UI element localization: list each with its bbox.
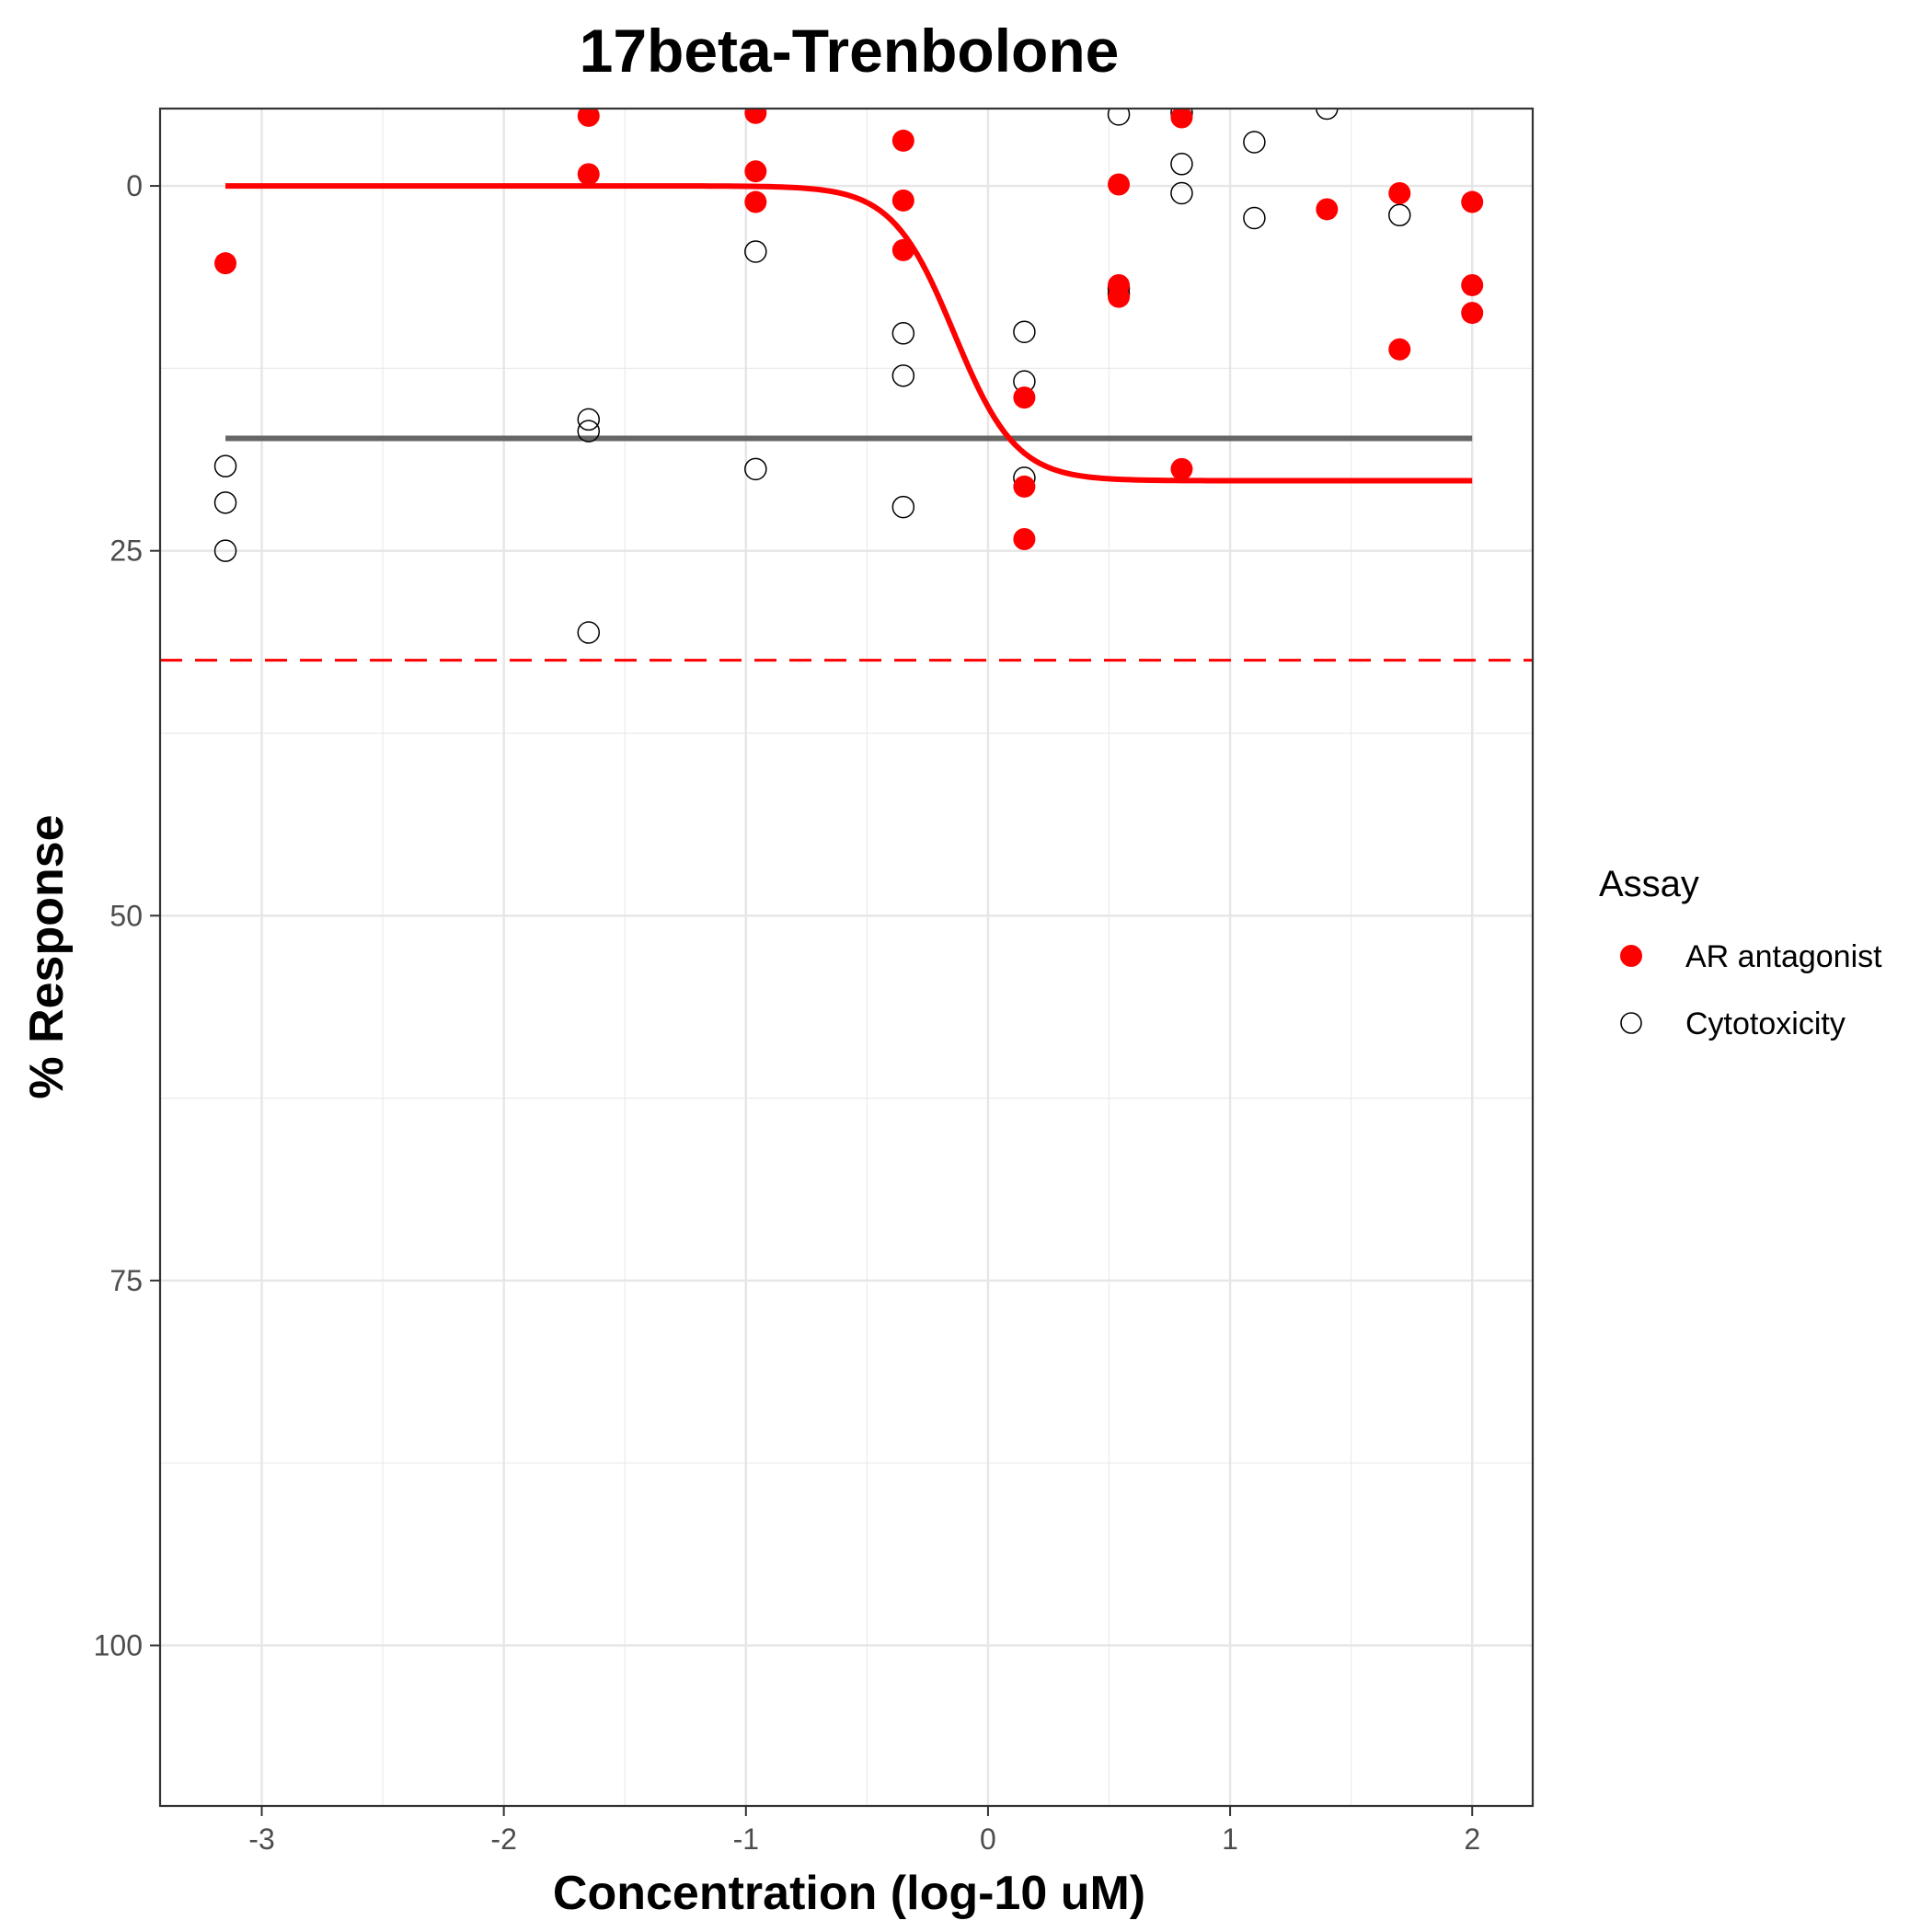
ar-antagonist-point <box>891 238 914 261</box>
ar-antagonist-point <box>744 160 767 183</box>
ar-antagonist-points <box>214 109 1484 550</box>
ar-antagonist-point <box>1108 285 1131 308</box>
cytotoxicity-point <box>744 457 767 481</box>
x-tick-label: 1 <box>1222 1823 1238 1856</box>
ar-antagonist-point <box>891 129 914 152</box>
ar-antagonist-point <box>1013 386 1036 409</box>
cytotoxicity-point <box>213 454 237 477</box>
ar-antagonist-point <box>1461 273 1484 296</box>
legend-label-ar-antagonist: AR antagonist <box>1685 939 1882 974</box>
legend: Assay AR antagonist Cytotoxicity <box>1599 864 1882 1041</box>
cytotoxicity-point <box>1170 181 1193 205</box>
ar-antagonist-point <box>1388 182 1411 205</box>
x-axis-title: Concentration (log-10 uM) <box>553 1867 1145 1920</box>
ar-antagonist-point <box>577 109 600 127</box>
ar-antagonist-point <box>1170 457 1193 480</box>
ar-antagonist-point <box>1170 109 1193 129</box>
x-axis-ticks: -3 -2 -1 0 1 2 <box>248 1806 1480 1856</box>
y-tick-label: 25 <box>109 535 143 568</box>
y-tick-label: 0 <box>126 169 143 202</box>
ar-antagonist-point <box>891 189 914 212</box>
cytotoxicity-point <box>1388 203 1411 227</box>
x-tick-label: 0 <box>980 1823 996 1856</box>
ar-antagonist-point <box>1108 173 1131 196</box>
ar-antagonist-point <box>1013 475 1036 498</box>
ar-antagonist-point <box>214 252 237 275</box>
grid-minor <box>160 109 1533 1806</box>
ar-antagonist-point <box>1388 338 1411 361</box>
plot-panel-border <box>158 107 1535 1808</box>
legend-key-cytotoxicity <box>1620 1012 1642 1034</box>
cytotoxicity-point <box>577 621 601 644</box>
ar-antagonist-point <box>744 190 767 213</box>
x-tick-label: 2 <box>1464 1823 1480 1856</box>
cytotoxicity-point <box>891 322 915 345</box>
cytotoxicity-point <box>1243 206 1266 230</box>
y-axis-ticks: 0 25 50 75 100 <box>94 169 160 1662</box>
ar-antagonist-point <box>1013 527 1036 550</box>
grid-major <box>160 109 1533 1806</box>
cytotoxicity-point <box>1316 109 1339 121</box>
hill-fit-curve <box>225 183 1473 484</box>
cytotoxicity-point <box>1243 131 1266 154</box>
cytotoxicity-point <box>1170 153 1193 176</box>
cytotoxicity-point <box>1013 320 1036 343</box>
ar-antagonist-point <box>577 163 600 186</box>
cytotoxicity-point <box>1107 109 1131 126</box>
cytotoxicity-point <box>213 491 237 514</box>
cytotoxicity-point <box>577 408 601 431</box>
y-tick-label: 75 <box>109 1264 143 1297</box>
chart-title: 17beta-Trenbolone <box>580 17 1120 85</box>
legend-label-cytotoxicity: Cytotoxicity <box>1685 1006 1846 1041</box>
fit-curve-group <box>225 183 1473 484</box>
ar-antagonist-point <box>1461 190 1484 213</box>
cytotoxicity-point <box>213 539 237 562</box>
cytotoxicity-point <box>891 495 915 519</box>
ar-antagonist-point <box>744 109 767 124</box>
cytotoxicity-point <box>891 364 915 387</box>
y-tick-label: 50 <box>109 899 143 932</box>
cytotoxicity-point <box>744 240 767 263</box>
ar-antagonist-point <box>1316 198 1339 221</box>
legend-key-ar-antagonist <box>1620 945 1642 967</box>
cytotoxicity-point <box>577 420 601 443</box>
reference-lines <box>160 435 1533 662</box>
x-tick-label: -2 <box>490 1823 516 1856</box>
x-tick-label: -3 <box>248 1823 274 1856</box>
y-axis-title: % Response <box>20 814 74 1098</box>
legend-title: Assay <box>1599 864 1699 904</box>
ar-antagonist-point <box>1461 302 1484 325</box>
x-tick-label: -1 <box>733 1823 759 1856</box>
y-tick-label: 100 <box>94 1628 143 1662</box>
